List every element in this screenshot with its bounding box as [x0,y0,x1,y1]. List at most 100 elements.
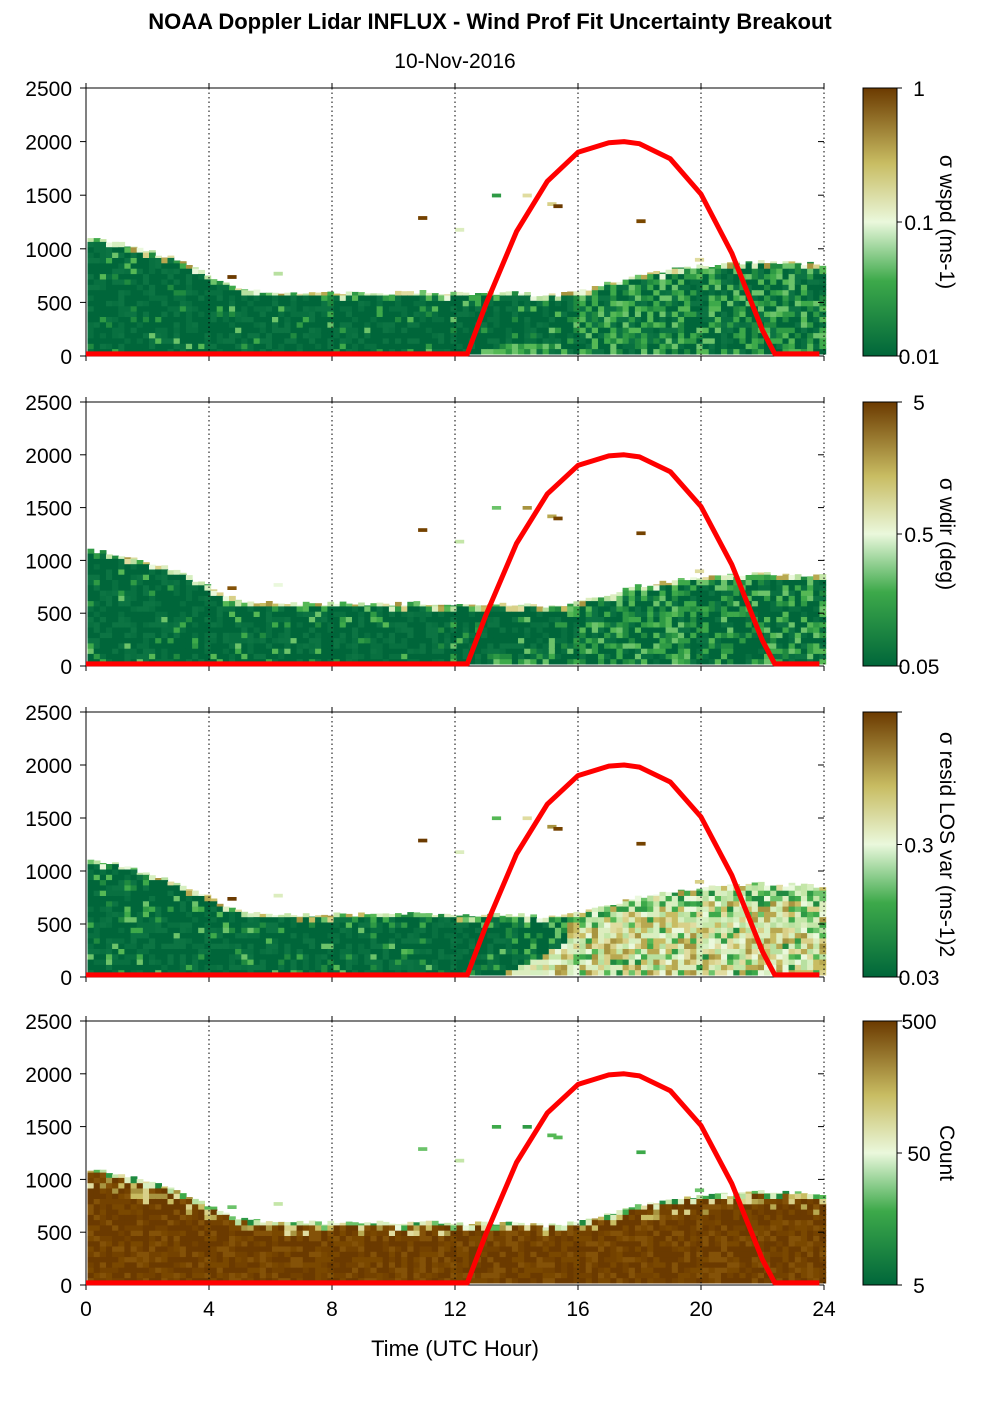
heatmap-cell [155,964,162,971]
heatmap-cell [444,943,451,949]
heatmap-cell [690,584,697,591]
heatmap-cell [573,943,581,949]
heatmap-cell [677,294,685,301]
heatmap-cell [124,294,132,301]
heatmap-cell [106,906,113,912]
heatmap-cell [136,321,144,328]
heatmap-cell [370,943,378,949]
heatmap-cell [321,626,328,633]
heatmap-cell [579,621,587,628]
heatmap-cell [173,895,181,902]
heatmap-cell [124,948,132,955]
heatmap-cell [493,626,501,633]
heatmap-cell [99,932,107,939]
heatmap-cell [530,642,537,649]
heatmap-cell [376,916,384,923]
heatmap-cell [327,921,335,928]
heatmap-cell [721,648,728,654]
heatmap-cell [622,316,630,323]
heatmap-cell [192,621,199,628]
heatmap-cell [431,648,439,654]
heatmap-cell [702,590,710,596]
heatmap-cell [296,653,304,660]
heatmap-cell [99,316,107,323]
heatmap-cell [253,605,261,612]
heatmap-cell [247,632,255,639]
heatmap-cell [425,316,433,323]
heatmap-cell [161,906,169,912]
heatmap-cell [308,605,316,612]
heatmap-cell [407,327,414,334]
heatmap-cell [364,626,371,633]
heatmap-cell [124,343,132,350]
heatmap-cell [118,600,126,607]
heatmap-cell [573,921,581,928]
heatmap-cell [388,327,396,334]
heatmap-cell [770,611,777,617]
heatmap-cell [807,327,814,334]
heatmap-cell [727,574,734,580]
heatmap-cell [573,626,581,633]
heatmap-cell [788,337,796,344]
heatmap-cell [192,311,199,317]
heatmap-cell [579,348,587,355]
heatmap-cell [475,927,482,934]
heatmap-cell [677,653,685,660]
heatmap-cell [364,948,371,955]
heatmap-cell [308,603,316,607]
heatmap-cell [308,642,316,649]
heatmap-cell [130,289,138,296]
heatmap-cell [548,916,556,923]
heatmap-cell [229,311,236,317]
heatmap-cell [259,343,267,350]
heatmap-cell [130,273,138,280]
heatmap-cell [161,294,169,301]
heatmap-cell [382,927,390,934]
heatmap-cell [161,642,169,649]
heatmap-cell [518,604,525,607]
heatmap-cell [733,637,740,644]
heatmap-cell [204,584,212,586]
heatmap-cell [628,921,636,928]
heatmap-cell [794,327,802,334]
heatmap-cell [130,595,138,602]
heatmap-cell [794,332,802,339]
heatmap-cell [628,284,636,291]
heatmap-cell [106,911,113,918]
heatmap-cell [112,632,119,639]
heatmap-cell [216,903,224,907]
heatmap-cell [641,321,648,328]
heatmap-cell [800,584,808,591]
heatmap-cell [99,574,107,580]
heatmap-cell [499,937,507,944]
heatmap-cell [561,937,568,944]
heatmap-cell [505,959,513,965]
heatmap-cell [167,632,175,639]
heatmap-cell [659,311,667,317]
heatmap-cell [229,943,236,949]
heatmap-cell [475,916,482,923]
heatmap-cell [302,964,310,971]
heatmap-cell [210,953,218,960]
heatmap-cell [124,305,132,312]
heatmap-cell [112,257,119,264]
heatmap-cell [130,252,138,258]
heatmap-cell [567,632,574,639]
heatmap-cell [388,953,396,960]
heatmap-cell [665,321,673,328]
heatmap-cell [794,337,802,344]
heatmap-cell [284,294,292,301]
heatmap-cell [161,911,169,918]
heatmap-cell [702,584,710,591]
heatmap-cell [739,653,747,660]
heatmap-cell [106,879,113,886]
heatmap-cell [345,626,353,633]
heatmap-cell [462,932,470,939]
heatmap-cell [321,948,328,955]
heatmap-cell [708,632,716,639]
heatmap-cell [604,916,611,923]
heatmap-cell [647,621,654,628]
heatmap-cell [536,637,544,644]
heatmap-cell [561,916,568,923]
heatmap-cell [591,311,599,317]
